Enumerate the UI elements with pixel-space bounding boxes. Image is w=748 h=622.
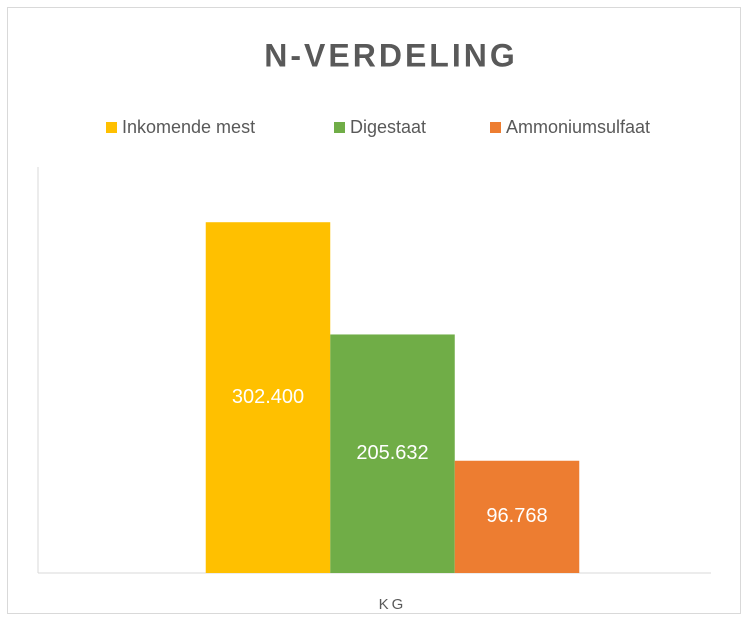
- x-tick-label: KG: [379, 596, 407, 613]
- chart-title: N-VERDELING: [264, 37, 517, 73]
- legend-swatch: [106, 122, 117, 133]
- bar: [205, 222, 331, 573]
- data-label: 205.632: [356, 442, 428, 464]
- data-label: 96.768: [486, 505, 547, 527]
- legend-label: Digestaat: [350, 117, 426, 137]
- legend-swatch: [334, 122, 345, 133]
- legend-swatch: [490, 122, 501, 133]
- legend-label: Inkomende mest: [122, 117, 255, 137]
- legend-label: Ammoniumsulfaat: [506, 117, 650, 137]
- bar: [330, 334, 455, 573]
- bar: [454, 460, 580, 573]
- data-label: 302.400: [232, 386, 304, 408]
